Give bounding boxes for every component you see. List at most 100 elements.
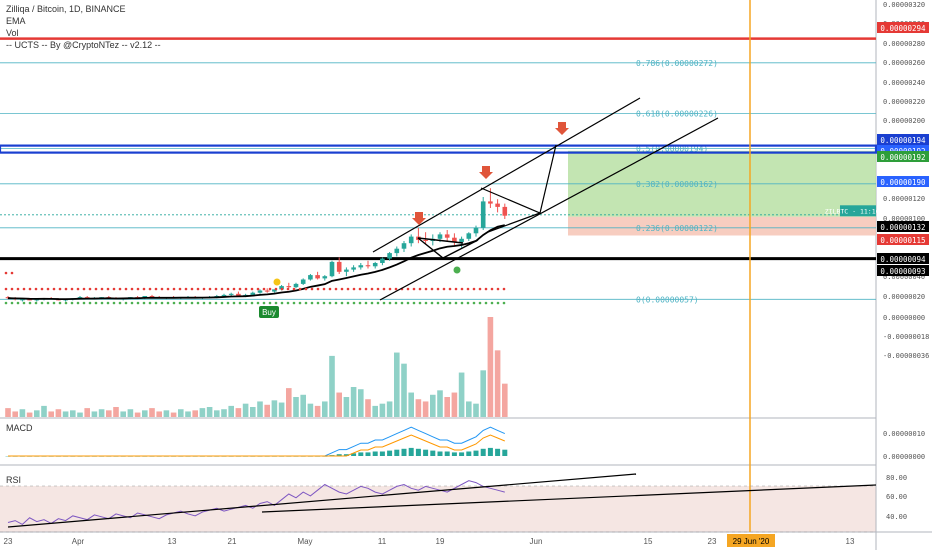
ucts-resistance-dot: [100, 287, 104, 291]
rsi-pane-label[interactable]: RSI: [6, 475, 22, 485]
ucts-resistance-dot: [322, 287, 326, 291]
indicator-vol-label[interactable]: Vol: [6, 28, 19, 38]
price-tag: [877, 176, 929, 187]
candle-body: [300, 279, 306, 284]
ucts-support-dot: [370, 301, 374, 305]
volume-bar: [473, 403, 479, 417]
time-axis-label: 15: [644, 537, 653, 546]
ucts-support-dot: [406, 301, 410, 305]
candle-body: [473, 227, 479, 234]
ucts-support-dot: [70, 301, 74, 305]
fib-label: 0.236(0.00000122): [636, 224, 718, 233]
candle-body: [293, 283, 299, 288]
rsi-trendline: [261, 484, 877, 513]
candle-body: [236, 293, 241, 296]
price-tag: [877, 253, 929, 264]
volume-bar: [372, 405, 378, 417]
volume-bar: [106, 410, 112, 417]
volume-bar: [34, 410, 40, 417]
ucts-resistance-dot: [142, 287, 146, 291]
ucts-resistance-dot: [466, 287, 470, 291]
ucts-resistance-dot: [94, 287, 98, 291]
fib-label: 0.786(0.00000272): [636, 59, 718, 68]
candle-body: [315, 275, 320, 279]
ucts-support-dot: [460, 301, 464, 305]
volume-bar: [437, 390, 443, 417]
price-axis-label: 0.00000200: [883, 117, 925, 125]
candle-body: [459, 238, 464, 243]
ucts-resistance-dot: [214, 287, 218, 291]
volume-bar: [350, 387, 357, 417]
price-tag-label: 0.00000294: [880, 24, 926, 33]
ucts-resistance-dot: [118, 287, 122, 291]
macd-line: [8, 426, 506, 457]
indicator-ucts-label[interactable]: -- UCTS -- By @CryptoNTez -- v2.12 --: [6, 40, 161, 50]
indicator-ema-label[interactable]: EMA: [6, 16, 26, 26]
macd-histogram-bar: [358, 452, 364, 456]
ucts-resistance-dot: [346, 287, 350, 291]
price-tag: [877, 22, 929, 33]
date-marker-badge: [727, 534, 775, 547]
ucts-support-dot: [382, 301, 386, 305]
fib-label: 0.618(0.00000226): [636, 109, 718, 118]
ucts-support-dot: [454, 301, 458, 305]
ucts-support-dot: [100, 301, 104, 305]
channel-lower-line: [379, 117, 719, 301]
price-axis-label: 0.00000020: [883, 293, 925, 301]
price-tag-label: 0.00000194: [880, 136, 926, 145]
candle-body: [408, 236, 414, 244]
price-tag: [877, 145, 929, 156]
ucts-resistance-dot: [232, 287, 236, 291]
ucts-resistance-dot: [406, 287, 410, 291]
ucts-resistance-dot: [82, 287, 86, 291]
ucts-support-dot: [142, 301, 146, 305]
candle-body: [344, 269, 349, 272]
volume-bar: [329, 355, 335, 417]
price-axis-label: 0.00000040: [883, 273, 925, 281]
time-axis-label: 11: [378, 537, 387, 546]
macd-axis-label: 0.00000010: [883, 430, 925, 438]
volume-bar: [257, 401, 263, 417]
volume-bar: [386, 401, 393, 417]
ucts-support-dot: [196, 301, 200, 305]
candle-body: [466, 233, 472, 239]
ucts-support-dot: [346, 301, 350, 305]
pattern-line: [487, 212, 541, 233]
macd-pane-label[interactable]: MACD: [6, 423, 33, 433]
price-axis-label: -0.00000036: [883, 352, 929, 360]
volume-bar: [192, 410, 198, 417]
ucts-support-dot: [424, 301, 428, 305]
ucts-resistance-dot: [196, 287, 200, 291]
candle-body: [250, 292, 256, 295]
volume-bar: [466, 401, 472, 417]
ucts-support-dot: [190, 301, 194, 305]
macd-histogram-bar: [379, 451, 385, 456]
ucts-support-dot: [388, 301, 392, 305]
ucts-support-dot: [232, 301, 236, 305]
candle-body: [272, 289, 277, 292]
volume-bar: [170, 412, 177, 417]
volume-bar: [5, 408, 11, 417]
candle-body: [264, 290, 270, 292]
volume-bar: [271, 400, 278, 417]
ucts-resistance-dot: [244, 287, 248, 291]
ucts-support-dot: [154, 301, 158, 305]
ucts-resistance-dot: [4, 271, 8, 275]
ucts-support-dot: [226, 301, 230, 305]
ucts-support-dot: [166, 301, 170, 305]
candle-body: [308, 275, 313, 280]
volume-bar: [242, 403, 249, 417]
ucts-resistance-dot: [10, 271, 14, 275]
ucts-support-dot: [124, 301, 128, 305]
ucts-support-dot: [358, 301, 362, 305]
ucts-resistance-dot: [238, 287, 242, 291]
candle-body: [452, 237, 457, 243]
ucts-resistance-dot: [382, 287, 386, 291]
ucts-resistance-dot: [130, 287, 134, 291]
volume-bar: [502, 383, 508, 417]
ucts-support-dot: [130, 301, 134, 305]
volume-bar: [199, 408, 206, 417]
ucts-support-dot: [16, 301, 20, 305]
